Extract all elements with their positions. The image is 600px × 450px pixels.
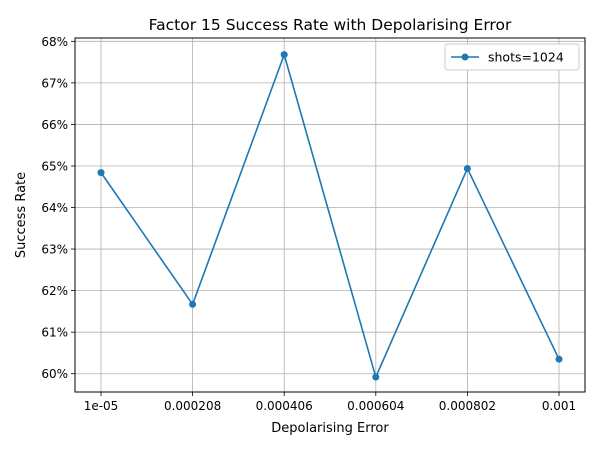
y-tick-label: 60% — [41, 367, 68, 381]
legend-box — [444, 43, 580, 71]
series-line — [100, 53, 560, 378]
x-tick-label: 1e-05 — [84, 399, 119, 413]
data-point-marker — [463, 164, 471, 172]
x-tick-label: 0.000604 — [347, 399, 404, 413]
y-tick-label: 61% — [41, 326, 68, 340]
data-point-marker — [189, 300, 197, 308]
x-axis-label: Depolarising Error — [271, 421, 389, 436]
y-tick-label: 63% — [41, 243, 68, 257]
x-tick-label: 0.001 — [542, 399, 576, 413]
y-tick-label: 64% — [41, 201, 68, 215]
y-tick-label: 65% — [41, 159, 68, 173]
data-point-marker — [555, 355, 563, 363]
y-axis-label: Success Rate — [14, 172, 29, 258]
x-axis-ticks: 1e-05 0.000208 0.000406 0.000604 0.000802 0.0… — [84, 392, 576, 413]
y-tick-label: 66% — [41, 118, 68, 132]
plot-frame — [74, 37, 586, 393]
x-tick-label: 0.000802 — [439, 399, 496, 413]
legend: shots=1024 — [444, 43, 580, 71]
x-tick-label: 0.000208 — [164, 399, 221, 413]
y-tick-label: 62% — [41, 284, 68, 298]
data-point-marker — [372, 373, 380, 381]
data-point-marker — [97, 169, 105, 177]
y-tick-label: 68% — [41, 35, 68, 49]
grid — [75, 38, 585, 392]
x-tick-label: 0.000406 — [256, 399, 313, 413]
series-layer — [97, 51, 563, 381]
chart-title: Factor 15 Success Rate with Depolarising… — [149, 16, 512, 34]
legend-series-label: shots=1024 — [488, 50, 564, 65]
y-axis-ticks: 60% 61% 62% 63% 64% 65% 66% 67% 68% — [41, 35, 75, 381]
y-tick-label: 67% — [41, 76, 68, 90]
legend-marker-swatch — [461, 53, 469, 61]
data-point-marker — [280, 51, 288, 59]
